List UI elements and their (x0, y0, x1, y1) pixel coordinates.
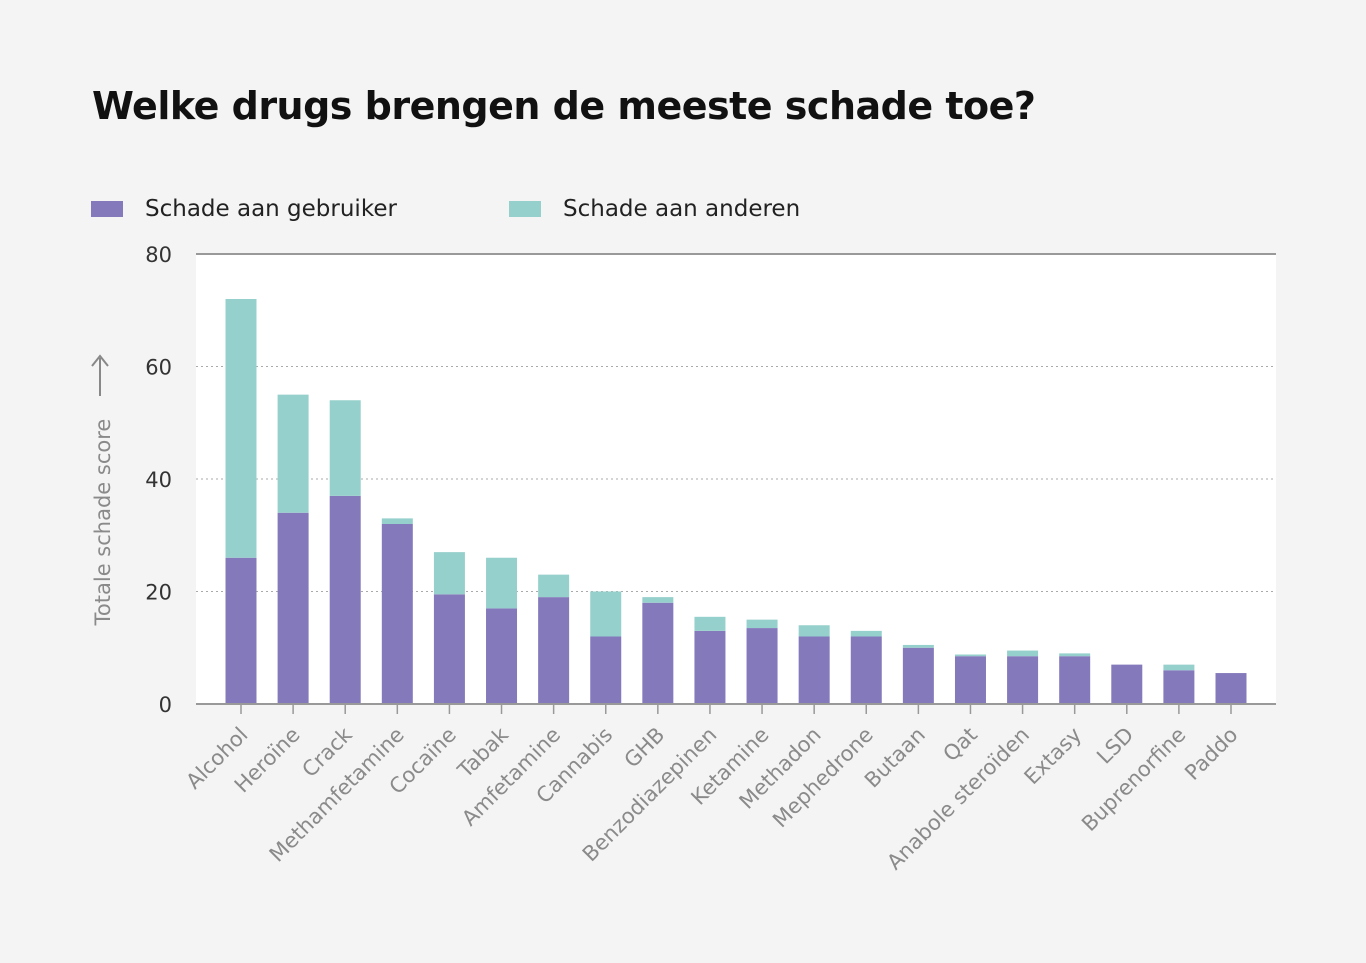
y-tick-label: 40 (145, 468, 172, 492)
y-tick-label: 80 (145, 243, 172, 267)
bar-others (1163, 664, 1195, 671)
bar-others (277, 394, 309, 513)
y-tick-label: 0 (159, 693, 172, 717)
bar-user (1059, 656, 1091, 704)
bar-others (1059, 653, 1091, 657)
bar-user (1215, 673, 1247, 704)
x-tick-label: Qat (938, 723, 982, 767)
bar-user (798, 636, 830, 704)
legend-item-user: Schade aan gebruiker (91, 196, 397, 222)
bar-user (850, 636, 882, 704)
arrow-up-icon (91, 354, 109, 367)
bar-user (954, 656, 986, 704)
bar-others (590, 591, 622, 637)
y-tick-label: 20 (145, 581, 172, 605)
bar-others (538, 574, 570, 598)
bar-user (902, 647, 934, 704)
bar-others (694, 616, 726, 631)
bar-others (433, 552, 465, 595)
bar-others (798, 625, 830, 637)
chart-title: Welke drugs brengen de meeste schade toe… (92, 84, 1036, 128)
bar-user (642, 602, 674, 704)
bar-user (746, 628, 778, 704)
bar-user (486, 608, 518, 704)
bar-user (1111, 664, 1143, 704)
bar-user (381, 524, 413, 704)
bar-user (1007, 656, 1039, 704)
bar-others (902, 644, 934, 648)
legend-label-user: Schade aan gebruiker (145, 196, 397, 222)
bar-others (329, 400, 361, 496)
x-tick-label: LSD (1092, 723, 1138, 769)
bar-others (850, 630, 882, 637)
y-axis-label: Totale schade score (91, 419, 115, 627)
x-tick-label: Extasy (1020, 723, 1087, 790)
bar-others (954, 654, 986, 657)
bar-user (433, 594, 465, 704)
bar-user (277, 512, 309, 704)
bar-others (746, 619, 778, 629)
bar-others (1007, 650, 1039, 657)
bar-others (486, 557, 518, 609)
bar-user (329, 495, 361, 704)
bar-user (590, 636, 622, 704)
legend-item-others: Schade aan anderen (509, 196, 800, 222)
legend-label-others: Schade aan anderen (563, 196, 801, 222)
bar-user (694, 630, 726, 704)
bar-others (225, 299, 257, 558)
legend-swatch-others (509, 201, 541, 217)
bar-others (642, 597, 674, 603)
x-tick-label: Paddo (1180, 723, 1242, 785)
bar-user (538, 597, 570, 704)
bar-user (225, 557, 257, 704)
legend-swatch-user (91, 201, 123, 217)
y-tick-label: 60 (145, 356, 172, 380)
bar-user (1163, 670, 1195, 704)
bar-others (381, 518, 413, 524)
